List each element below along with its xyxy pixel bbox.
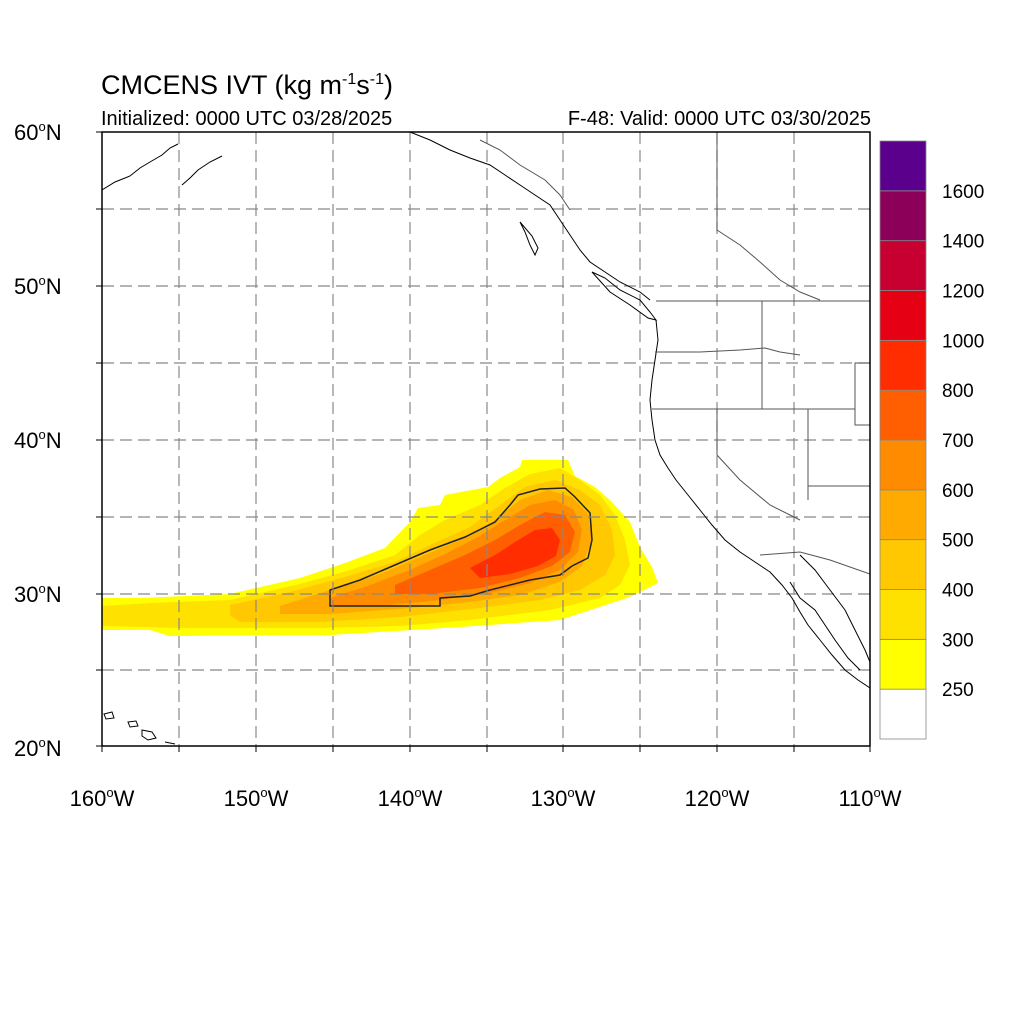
gulf-california-east <box>799 554 870 663</box>
ivt-field <box>102 460 658 636</box>
colorbar-label: 800 <box>942 381 974 402</box>
lat-label-50: 50oN <box>14 273 62 299</box>
gulf-of-alaska-coast <box>409 132 651 301</box>
graticule <box>102 132 870 746</box>
colorbar-swatch <box>879 389 927 441</box>
alaska-coast <box>102 143 179 191</box>
lon-label-110w: 110oW <box>838 785 901 811</box>
wy-border <box>854 362 870 426</box>
colorbar-label: 300 <box>942 630 974 651</box>
colorbar-swatch <box>879 140 927 192</box>
ivt-outline-contour <box>329 487 593 607</box>
colorbar-label: 1600 <box>942 182 984 203</box>
colorbar-label: 1200 <box>942 282 984 303</box>
lat-label-30: 30oN <box>14 581 62 607</box>
haida-gwaii <box>519 221 539 257</box>
colorbar-swatch <box>879 240 927 291</box>
mexico-border <box>759 551 870 575</box>
colorbar-label: 1400 <box>942 232 984 253</box>
baja-peninsula <box>789 581 861 671</box>
colorbar-label: 1000 <box>942 331 984 352</box>
colorbar-label: 700 <box>942 431 974 452</box>
hawaii-island-2 <box>127 720 139 728</box>
west-coast-us <box>649 319 870 689</box>
colorbar-swatch <box>879 688 927 740</box>
colorbar-swatch <box>879 439 927 491</box>
initialized-time: Initialized: 0000 UTC 03/28/2025 <box>101 108 393 130</box>
vancouver-island <box>591 271 658 321</box>
wa-or-border <box>655 347 801 356</box>
axis-ticks <box>96 131 871 752</box>
lon-label-140w: 140oW <box>378 785 443 811</box>
colorbar: 250 300 400 500 600 700 800 1000 1200 1400 1600 <box>879 140 984 740</box>
ivt-core <box>520 533 550 552</box>
hawaii-island-3 <box>141 729 157 741</box>
lat-label-20: 20oN <box>14 735 62 761</box>
lon-label-120w: 120oW <box>685 785 750 811</box>
hawaii-island-4 <box>164 741 176 745</box>
state-borders <box>479 132 870 575</box>
colorbar-swatch <box>879 638 927 690</box>
map-title: CMCENS IVT (kg m-1s-1) <box>101 70 393 100</box>
alaska-peninsula <box>181 155 223 186</box>
lat-label-40: 40oN <box>14 427 62 453</box>
colorbar-label: 400 <box>942 581 974 602</box>
lon-label-150w: 150oW <box>224 785 289 811</box>
colorbar-label: 600 <box>942 481 974 502</box>
ca-nv-border <box>716 409 801 521</box>
lon-label-130w: 130oW <box>531 785 596 811</box>
colorbar-swatch <box>879 589 927 640</box>
colorbar-swatch <box>879 539 927 590</box>
valid-time: F-48: Valid: 0000 UTC 03/30/2025 <box>567 108 871 130</box>
colorbar-swatch <box>879 339 927 391</box>
map-frame <box>101 131 871 747</box>
colorbar-label: 500 <box>942 531 974 552</box>
ivt-contour-700 <box>395 512 575 594</box>
colorbar-label: 250 <box>942 680 974 701</box>
colorbar-swatch <box>879 489 927 541</box>
colorbar-swatch <box>879 290 927 341</box>
colorbar-swatch <box>879 190 927 242</box>
bc-coast-border <box>479 139 571 211</box>
coastlines <box>102 132 870 745</box>
lat-label-60: 60oN <box>14 119 62 145</box>
hawaii-island-1 <box>103 711 115 720</box>
canada-interior <box>716 132 821 301</box>
lon-label-160w: 160oW <box>70 785 135 811</box>
